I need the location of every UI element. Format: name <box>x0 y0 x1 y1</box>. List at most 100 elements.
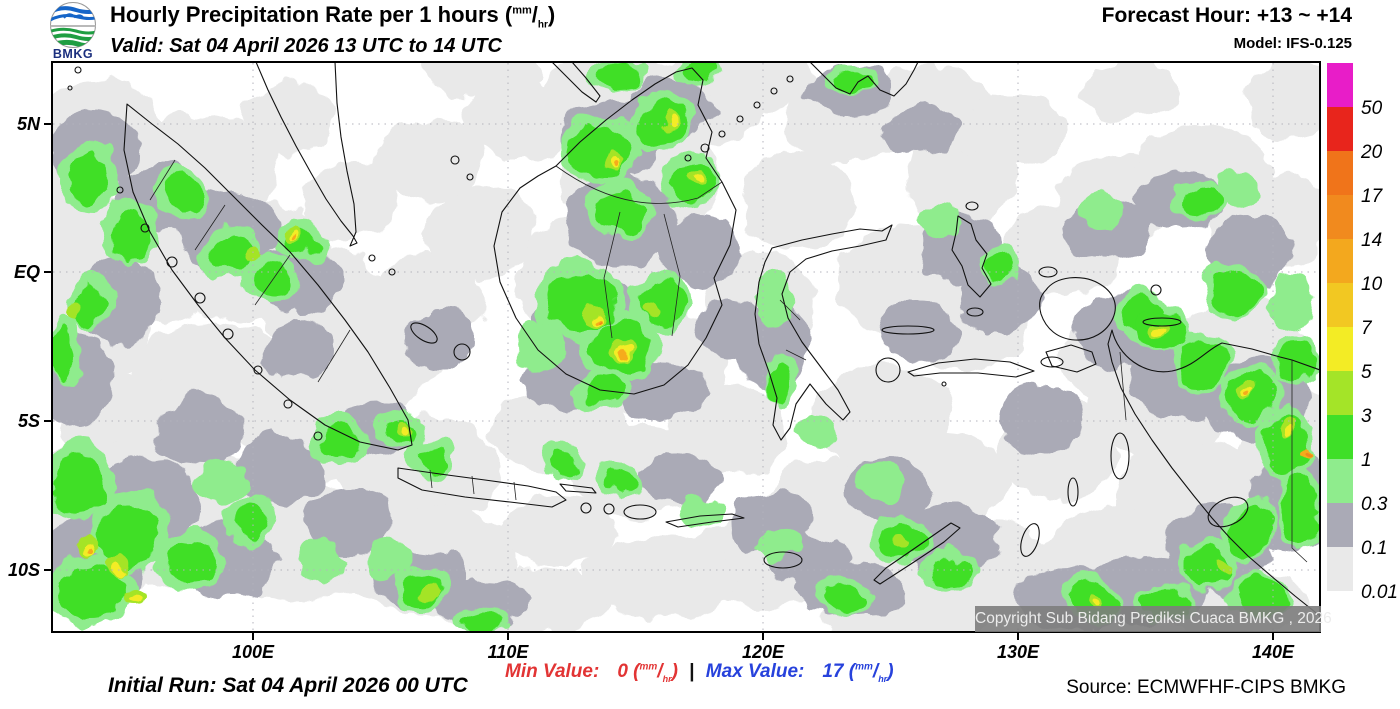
precip-blob <box>766 365 790 405</box>
coast-misool <box>1040 356 1064 368</box>
precipitation-layer <box>53 63 1319 631</box>
precip-blob <box>660 215 740 285</box>
precip-blob <box>1264 416 1308 476</box>
precip-blob <box>802 414 838 446</box>
coast-lombok <box>603 503 615 515</box>
header-right: Forecast Hour: +13 ~ +14 Model: IFS-0.12… <box>1102 4 1352 52</box>
precip-blob <box>1265 275 1315 325</box>
coast-buru <box>875 357 901 383</box>
coast-sula <box>881 325 935 335</box>
precip-blob <box>234 506 270 538</box>
coast-sumbawa <box>623 504 657 520</box>
precip-blob <box>423 587 441 601</box>
colorbar-label: 50 <box>1361 98 1383 119</box>
coast-yapen <box>1142 317 1182 327</box>
precip-blob <box>570 126 630 178</box>
border-papua-province <box>1119 351 1127 421</box>
coast-aru <box>1110 432 1130 480</box>
border-kalimantan-province <box>663 213 681 337</box>
coast-bali <box>580 502 592 514</box>
precip-blob <box>212 234 252 270</box>
admin-borders-layer <box>149 159 1308 563</box>
precip-blob <box>920 202 960 238</box>
max-value-label: Max Value: <box>705 661 805 682</box>
precip-blob <box>640 282 684 322</box>
x-tick-label: 130E <box>997 642 1040 662</box>
precip-blob <box>168 542 216 582</box>
precip-blob <box>420 63 540 95</box>
colorbar-label: 20 <box>1360 142 1383 163</box>
coast-malay-peninsula <box>255 63 358 247</box>
precip-blob <box>1184 188 1220 216</box>
precip-blob <box>98 505 158 565</box>
min-value-label: Min Value: <box>505 661 600 682</box>
precip-blob <box>235 435 325 505</box>
colorbar-label: 1 <box>1361 450 1372 471</box>
coast-bomberai <box>1045 344 1097 373</box>
colorbar-label: 0.3 <box>1361 494 1388 515</box>
precip-blob <box>594 320 598 324</box>
precip-blob <box>644 303 660 317</box>
coast-west-sumatra-island <box>140 223 150 233</box>
coast-seram <box>907 358 1035 378</box>
coast-biak <box>1150 284 1162 296</box>
x-tick-label: 140E <box>1252 642 1295 662</box>
precip-blob <box>900 505 1000 575</box>
unit-open: ( <box>848 661 856 682</box>
precip-blob <box>1180 544 1232 588</box>
colorbar-legend: 50 20 17 14 10 7 5 3 1 0.3 0.1 0.01 <box>1327 63 1398 603</box>
coast-obi <box>966 307 984 317</box>
precip-blob <box>131 592 141 600</box>
coast-sulu-island <box>700 143 710 153</box>
precip-blob <box>624 350 630 356</box>
page-title: Hourly Precipitation Rate per 1 hours (m… <box>110 2 555 30</box>
precip-blob <box>74 283 102 327</box>
border-malaysia-kalimantan <box>555 165 723 204</box>
coast-west-sumatra-island <box>116 186 124 194</box>
coast-west-sumatra-island <box>283 399 293 409</box>
coast-halmahera <box>951 215 992 298</box>
y-tick-label: 10S <box>8 560 40 580</box>
precip-blob <box>1208 268 1256 316</box>
colorbar-band <box>1327 239 1353 283</box>
colorbar-band <box>1327 327 1353 371</box>
unit-sup: mm <box>639 661 658 673</box>
precip-blob <box>547 450 577 474</box>
colorbar-band <box>1327 151 1353 195</box>
precip-blob <box>464 613 500 631</box>
coast-mindanao <box>810 63 919 97</box>
coast-sumatra <box>123 103 413 451</box>
unit-slash: / <box>872 661 879 682</box>
border-kalimantan-province <box>603 211 621 339</box>
coast-west-sumatra-island <box>253 365 263 375</box>
coast-belitung <box>453 343 471 361</box>
bmkg-logo: BMKG <box>44 1 106 63</box>
precip-blob <box>1090 599 1100 607</box>
coast-nicobar <box>67 85 73 91</box>
precip-blob <box>880 300 960 360</box>
colorbar-label: 17 <box>1361 186 1384 207</box>
precip-blob <box>366 540 414 580</box>
coast-borneo <box>493 67 737 395</box>
precip-blob <box>932 556 972 588</box>
min-value: 0 <box>617 661 628 682</box>
precip-blob <box>244 248 260 262</box>
colorbar-label: 14 <box>1361 230 1382 251</box>
colorbar-band <box>1327 283 1353 327</box>
coast-bangka <box>410 322 438 344</box>
border-sulawesi-province <box>785 349 807 361</box>
precip-blob <box>880 105 960 155</box>
y-tick-label: 5S <box>18 411 40 431</box>
coast-ambon <box>941 381 947 387</box>
border-java-province <box>429 469 433 489</box>
precip-blob <box>1282 478 1318 546</box>
precip-blob <box>295 538 345 582</box>
colorbar-label: 10 <box>1361 274 1383 295</box>
unit-close: ) <box>887 661 894 682</box>
border-sumatra-province <box>317 329 351 383</box>
title-block: Hourly Precipitation Rate per 1 hours (m… <box>110 2 555 58</box>
precip-blob <box>110 213 150 257</box>
border-java-province <box>471 475 475 495</box>
initial-run-label: Initial Run: Sat 04 April 2026 00 UTC <box>108 674 468 697</box>
